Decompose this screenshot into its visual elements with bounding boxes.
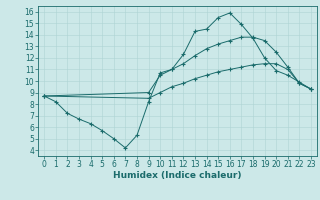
X-axis label: Humidex (Indice chaleur): Humidex (Indice chaleur) <box>113 171 242 180</box>
